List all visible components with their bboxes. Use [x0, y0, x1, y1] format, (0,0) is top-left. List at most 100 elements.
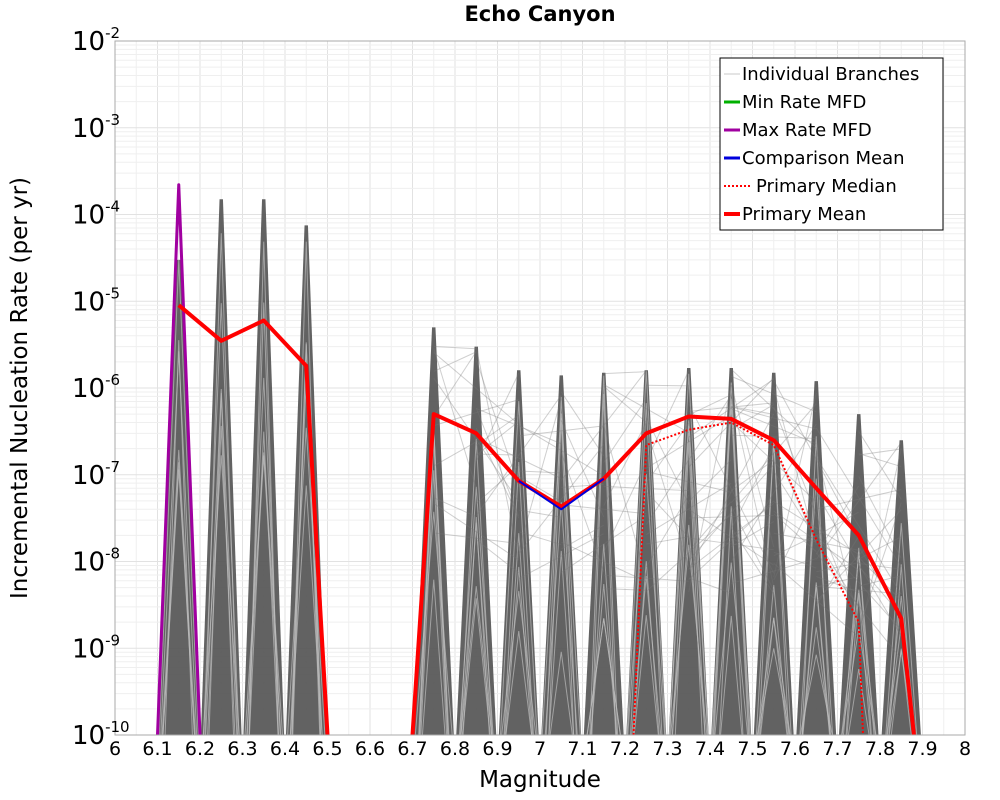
branch-line: [815, 534, 902, 631]
branch-line: [475, 421, 520, 456]
branch-strand: [458, 486, 494, 735]
branch-line: [773, 513, 817, 552]
branch-line: [476, 407, 562, 445]
branch-strand: [244, 452, 283, 735]
branch-line: [433, 441, 477, 467]
x-tick-label: 6.4: [270, 738, 300, 760]
branch-line: [518, 398, 562, 551]
branch-strand: [672, 425, 706, 735]
branch-line: [815, 509, 902, 602]
branch-line: [433, 497, 477, 518]
x-tick-label: 6.5: [312, 738, 342, 760]
branch-line: [603, 425, 647, 579]
branch-spike: [200, 199, 242, 735]
branch-line: [730, 459, 775, 492]
branch-strand: [505, 566, 533, 735]
y-tick-label: 10-3: [72, 111, 120, 144]
branch-strand: [759, 585, 789, 735]
branch-line: [475, 539, 520, 574]
series-group: [156, 183, 916, 735]
branch-strand: [885, 523, 918, 735]
x-tick-label: 7.9: [907, 738, 937, 760]
x-tick-label: 6: [109, 738, 121, 760]
branch-strand: [287, 427, 326, 735]
branch-strand: [801, 436, 831, 735]
branch-line: [560, 370, 647, 481]
branch-line: [688, 577, 732, 594]
branch-line: [688, 394, 732, 416]
branch-strand: [590, 543, 618, 735]
branch-line: [730, 423, 817, 562]
branch-line: [730, 445, 775, 529]
branch-strand: [544, 502, 578, 735]
branch-line: [603, 384, 689, 434]
legend-label: Individual Branches: [742, 64, 919, 85]
branch-line: [773, 551, 817, 569]
branch-strand: [460, 522, 493, 735]
branch-strand: [714, 562, 749, 735]
branch-line: [730, 368, 817, 449]
branch-strand: [291, 241, 322, 735]
branch-line: [731, 406, 774, 415]
branch-strand: [631, 575, 662, 735]
branch-line: [815, 457, 902, 595]
branch-line: [645, 494, 690, 568]
y-tick-label: 10-6: [72, 371, 120, 404]
branch-line: [815, 442, 902, 560]
legend-box: [719, 57, 944, 231]
x-tick-label: 7.4: [695, 738, 725, 760]
x-tick-label: 7.6: [780, 738, 810, 760]
branch-strand: [501, 590, 537, 735]
branch-line: [688, 501, 732, 552]
branch-line: [731, 434, 817, 440]
branch-line: [603, 386, 647, 423]
branch-strand: [633, 615, 659, 735]
branch-line: [731, 406, 817, 430]
branch-line: [518, 509, 562, 518]
branch-strand: [841, 589, 877, 735]
branch-line: [858, 431, 902, 500]
branch-strand: [549, 651, 573, 735]
branch-line: [561, 504, 647, 515]
branch-line: [730, 421, 817, 503]
branch-strand: [668, 420, 709, 735]
branch-line: [645, 491, 690, 538]
branch-line: [731, 558, 817, 584]
branch-line: [433, 377, 520, 502]
series-comparison-mean: [518, 477, 605, 511]
branch-strand: [632, 561, 660, 735]
branch-line: [815, 493, 902, 636]
branch-line: [518, 475, 562, 502]
branch-strand: [712, 382, 750, 735]
branch-line: [688, 503, 775, 570]
branch-strand: [504, 533, 534, 735]
series-primary-median: [632, 421, 864, 735]
x-tick-label: 7.7: [822, 738, 852, 760]
branch-strand: [202, 455, 240, 735]
legend-label: Max Rate MFD: [742, 120, 872, 141]
branch-line: [518, 425, 604, 437]
branch-line: [603, 485, 689, 492]
branch-line: [646, 470, 732, 493]
individual-branches: [158, 199, 921, 735]
branch-line: [688, 402, 774, 412]
branch-strand: [420, 470, 448, 735]
branch-strand: [799, 654, 833, 735]
branch-spike: [838, 414, 879, 735]
branch-line: [645, 513, 732, 592]
branch-line: [475, 359, 520, 487]
branch-line: [646, 384, 689, 387]
branch-strand: [760, 617, 788, 735]
branch-line: [560, 420, 605, 518]
plot-frame: [114, 40, 966, 736]
branch-strand: [671, 524, 706, 735]
y-tick-label: 10-9: [72, 631, 120, 664]
branch-strand: [590, 583, 618, 735]
series-max-rate-mfd: [156, 183, 202, 735]
branch-strand: [548, 550, 574, 735]
branch-line: [858, 448, 902, 456]
branch-strand: [248, 241, 279, 735]
branch-line: [773, 501, 860, 555]
branch-line: [560, 391, 605, 457]
